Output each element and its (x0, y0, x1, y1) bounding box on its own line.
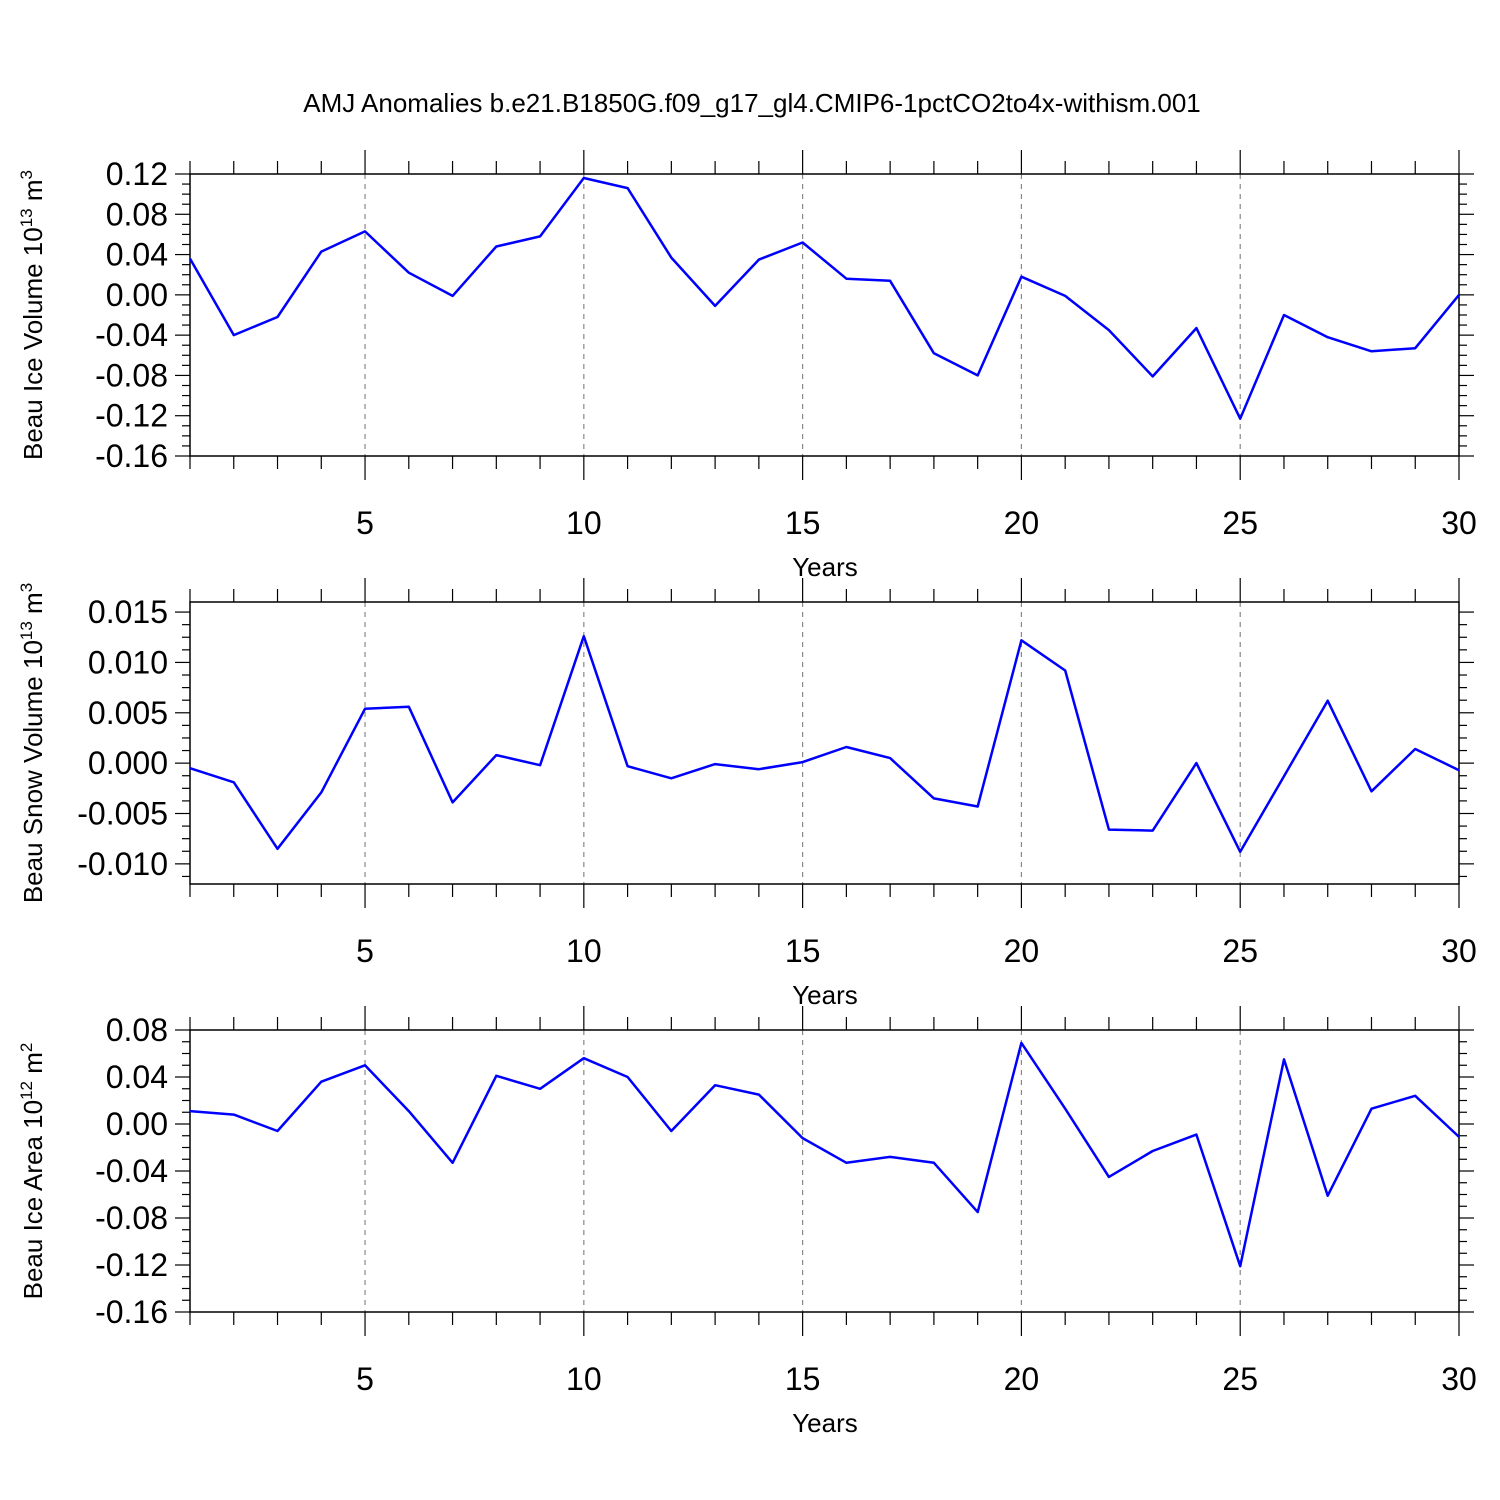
y-axis-label: Beau Ice Volume 1013 m3 (17, 170, 48, 460)
figure-title: AMJ Anomalies b.e21.B1850G.f09_g17_gl4.C… (303, 88, 1200, 118)
y-tick-label: 0.08 (106, 196, 168, 232)
x-axis-label: Years (792, 1408, 858, 1438)
chart-panel-2: -0.010 -0.005 0.000 0.005 0.010 0.015 5 10 15 20 2… (17, 578, 1477, 1010)
series-line (189, 634, 1460, 854)
x-tick-label: 5 (356, 933, 374, 969)
x-tick-label: 10 (566, 505, 602, 541)
x-tick-label: 25 (1222, 1361, 1258, 1397)
series-line (188, 176, 1460, 420)
x-axis-label: Years (792, 980, 858, 1010)
y-tick-label: -0.04 (95, 317, 168, 353)
x-tick-label: 15 (785, 1361, 821, 1397)
x-tick-label: 25 (1222, 933, 1258, 969)
y-tick-label: 0.12 (106, 156, 168, 192)
x-tick-label: 30 (1441, 933, 1477, 969)
x-tick-label: 10 (566, 933, 602, 969)
y-axis-label: Beau Snow Volume 1013 m3 (17, 583, 48, 903)
y-tick-label: 0.04 (106, 237, 168, 273)
y-tick-label: 0.005 (88, 695, 168, 731)
y-tick-label: -0.04 (95, 1153, 168, 1189)
y-tick-label: -0.08 (95, 357, 168, 393)
x-tick-label: 20 (1004, 933, 1040, 969)
y-tick-label: -0.12 (95, 1247, 168, 1283)
y-tick-label: -0.16 (95, 1294, 168, 1330)
x-tick-label: 30 (1441, 1361, 1477, 1397)
y-tick-label: 0.00 (106, 1106, 168, 1142)
y-tick-label: 0.00 (106, 277, 168, 313)
x-tick-label: 20 (1004, 1361, 1040, 1397)
x-tick-label: 20 (1004, 505, 1040, 541)
plot-frame (189, 601, 1460, 885)
y-tick-label: 0.010 (88, 644, 168, 680)
x-tick-label: 5 (356, 505, 374, 541)
x-tick-label: 5 (356, 1361, 374, 1397)
chart-panel-3: -0.16 -0.12 -0.08 -0.04 0.00 0.04 0.08 5 10 15 20 2… (17, 1006, 1477, 1438)
y-tick-label: -0.005 (77, 796, 168, 832)
chart-panels: -0.16 -0.12 -0.08 -0.04 0.00 0.04 0.08 0.12 5 10 1… (17, 150, 1477, 1438)
y-axis-label: Beau Ice Area 1012 m2 (17, 1043, 48, 1300)
x-axis-label: Years (792, 552, 858, 582)
y-tick-label: 0.000 (88, 745, 168, 781)
chart-panel-1: -0.16 -0.12 -0.08 -0.04 0.00 0.04 0.08 0.12 5 10 1… (17, 150, 1477, 582)
x-tick-label: 30 (1441, 505, 1477, 541)
x-tick-label: 25 (1222, 505, 1258, 541)
y-tick-label: 0.04 (106, 1059, 168, 1095)
x-tick-label: 15 (785, 933, 821, 969)
x-tick-label: 10 (566, 1361, 602, 1397)
x-tick-label: 15 (785, 505, 821, 541)
y-tick-label: 0.08 (106, 1012, 168, 1048)
y-tick-label: -0.08 (95, 1200, 168, 1236)
y-tick-label: -0.12 (95, 398, 168, 434)
y-tick-label: -0.16 (95, 438, 168, 474)
y-tick-label: -0.010 (77, 846, 168, 882)
series-line (189, 1041, 1460, 1268)
y-tick-label: 0.015 (88, 594, 168, 630)
